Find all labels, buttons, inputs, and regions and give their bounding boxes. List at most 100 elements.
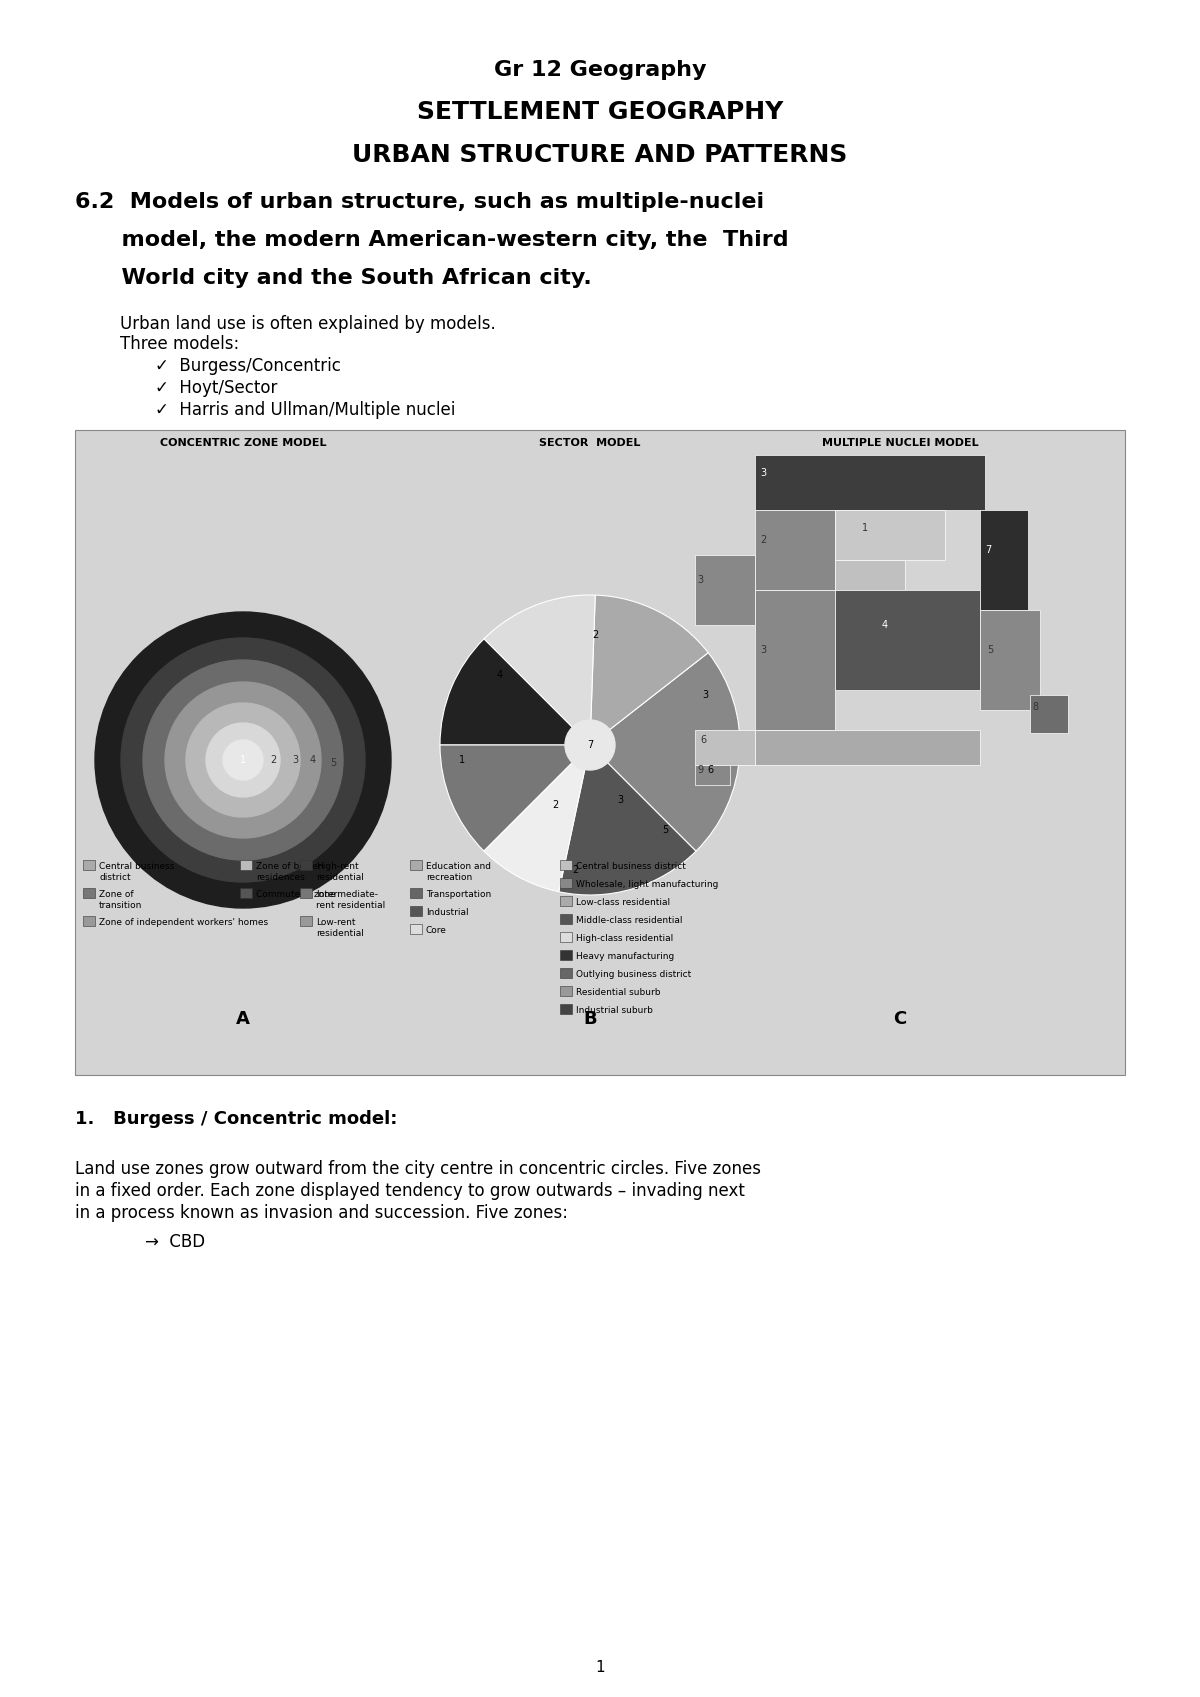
Text: Transportation: Transportation bbox=[426, 889, 491, 899]
Text: 6: 6 bbox=[700, 735, 706, 745]
Text: Three models:: Three models: bbox=[120, 334, 239, 353]
Wedge shape bbox=[559, 745, 696, 894]
Text: ✓  Hoyt/Sector: ✓ Hoyt/Sector bbox=[155, 378, 277, 397]
Bar bbox=[755, 730, 980, 765]
Text: 7: 7 bbox=[414, 927, 419, 932]
Text: 2: 2 bbox=[592, 630, 598, 640]
Text: 1: 1 bbox=[595, 1660, 605, 1675]
Text: 7: 7 bbox=[985, 545, 991, 555]
Text: A: A bbox=[236, 1010, 250, 1028]
Bar bbox=[835, 511, 946, 560]
Bar bbox=[695, 730, 755, 765]
Text: 4: 4 bbox=[310, 755, 316, 765]
Text: 2: 2 bbox=[270, 755, 276, 765]
Bar bbox=[835, 591, 980, 691]
Text: residential: residential bbox=[316, 872, 364, 882]
Text: transition: transition bbox=[98, 901, 143, 910]
Text: 5: 5 bbox=[662, 825, 668, 835]
Text: 3: 3 bbox=[702, 691, 708, 699]
Bar bbox=[980, 609, 1040, 709]
Text: 8: 8 bbox=[1032, 703, 1038, 713]
Bar bbox=[300, 860, 312, 871]
Text: Gr 12 Geography: Gr 12 Geography bbox=[493, 59, 707, 80]
Text: Commuters' zone: Commuters' zone bbox=[256, 889, 336, 899]
Bar bbox=[755, 511, 835, 591]
Bar bbox=[1030, 696, 1068, 733]
Bar bbox=[835, 560, 905, 591]
Text: 6: 6 bbox=[564, 952, 569, 959]
Text: 4: 4 bbox=[497, 670, 503, 680]
Circle shape bbox=[95, 613, 391, 908]
Text: residential: residential bbox=[316, 928, 364, 938]
Circle shape bbox=[206, 723, 280, 798]
Text: Zone of: Zone of bbox=[98, 889, 133, 899]
Text: 1.   Burgess / Concentric model:: 1. Burgess / Concentric model: bbox=[74, 1110, 397, 1129]
Text: Outlying business district: Outlying business district bbox=[576, 971, 691, 979]
Text: 6: 6 bbox=[414, 908, 419, 915]
Bar bbox=[560, 896, 572, 906]
Text: 7: 7 bbox=[587, 740, 593, 750]
Text: 2: 2 bbox=[572, 865, 578, 876]
Bar bbox=[300, 916, 312, 927]
Bar bbox=[755, 455, 985, 511]
Text: 6: 6 bbox=[707, 765, 713, 776]
Bar bbox=[410, 860, 422, 871]
Text: Zone of better: Zone of better bbox=[256, 862, 322, 871]
Text: SECTOR  MODEL: SECTOR MODEL bbox=[539, 438, 641, 448]
Text: 3: 3 bbox=[697, 575, 703, 585]
Text: 1: 1 bbox=[862, 523, 868, 533]
Text: Land use zones grow outward from the city centre in concentric circles. Five zon: Land use zones grow outward from the cit… bbox=[74, 1161, 761, 1178]
Bar bbox=[560, 915, 572, 923]
Text: 3: 3 bbox=[304, 918, 308, 923]
Text: Wholesale, light manufacturing: Wholesale, light manufacturing bbox=[576, 881, 719, 889]
Bar bbox=[560, 860, 572, 871]
Text: SETTLEMENT GEOGRAPHY: SETTLEMENT GEOGRAPHY bbox=[416, 100, 784, 124]
Text: Heavy manufacturing: Heavy manufacturing bbox=[576, 952, 674, 961]
Circle shape bbox=[565, 720, 616, 770]
Text: 3: 3 bbox=[617, 794, 623, 804]
Text: High-class residential: High-class residential bbox=[576, 933, 673, 944]
Text: Central business district: Central business district bbox=[576, 862, 686, 871]
Text: 4: 4 bbox=[414, 862, 418, 867]
Text: 5: 5 bbox=[330, 759, 336, 769]
Circle shape bbox=[186, 703, 300, 816]
Bar bbox=[560, 986, 572, 996]
Text: Residential suburb: Residential suburb bbox=[576, 988, 660, 998]
Text: Low-class residential: Low-class residential bbox=[576, 898, 670, 906]
Wedge shape bbox=[440, 745, 590, 852]
Bar bbox=[410, 923, 422, 933]
Text: Industrial: Industrial bbox=[426, 908, 469, 916]
Wedge shape bbox=[590, 596, 708, 745]
Text: district: district bbox=[98, 872, 131, 882]
Wedge shape bbox=[484, 596, 595, 745]
Text: Low-rent: Low-rent bbox=[316, 918, 355, 927]
Text: 2: 2 bbox=[564, 881, 568, 886]
Circle shape bbox=[166, 682, 322, 838]
Bar bbox=[240, 860, 252, 871]
Text: 9: 9 bbox=[564, 1006, 569, 1011]
Text: 4: 4 bbox=[882, 619, 888, 630]
Text: Education and: Education and bbox=[426, 862, 491, 871]
Bar bbox=[755, 591, 835, 730]
Bar bbox=[83, 888, 95, 898]
Text: 3: 3 bbox=[760, 645, 766, 655]
Bar bbox=[410, 888, 422, 898]
Bar bbox=[560, 967, 572, 977]
Text: ✓  Burgess/Concentric: ✓ Burgess/Concentric bbox=[155, 356, 341, 375]
Text: rent residential: rent residential bbox=[316, 901, 385, 910]
Text: 9: 9 bbox=[697, 765, 703, 776]
Text: Central business: Central business bbox=[98, 862, 174, 871]
Text: 8: 8 bbox=[564, 988, 569, 994]
Text: 3: 3 bbox=[564, 898, 569, 905]
Text: MULTIPLE NUCLEI MODEL: MULTIPLE NUCLEI MODEL bbox=[822, 438, 978, 448]
Text: 2: 2 bbox=[86, 889, 91, 896]
Text: 5: 5 bbox=[414, 889, 418, 896]
Text: 5: 5 bbox=[564, 933, 568, 940]
Text: in a process known as invasion and succession. Five zones:: in a process known as invasion and succe… bbox=[74, 1203, 568, 1222]
Text: ✓  Harris and Ullman/Multiple nuclei: ✓ Harris and Ullman/Multiple nuclei bbox=[155, 400, 455, 419]
Bar bbox=[560, 1005, 572, 1015]
Text: Core: Core bbox=[426, 927, 446, 935]
Bar bbox=[240, 888, 252, 898]
Text: 1: 1 bbox=[458, 755, 466, 765]
Text: 2: 2 bbox=[760, 535, 766, 545]
